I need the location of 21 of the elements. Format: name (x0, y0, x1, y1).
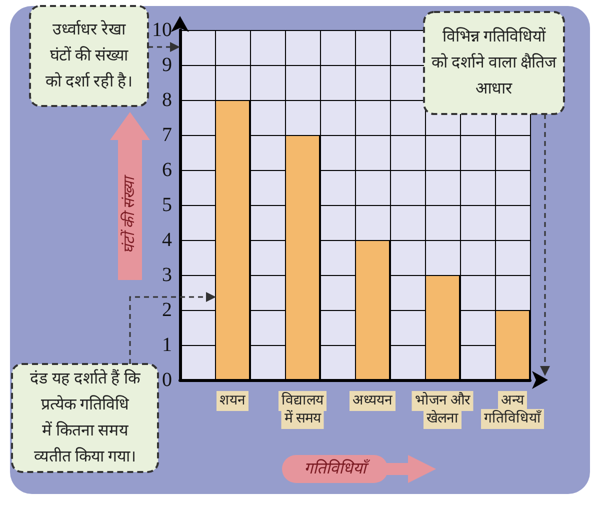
y-tick-label: 0 (162, 369, 172, 391)
y-tick-label: 1 (162, 334, 172, 356)
x-tick-label: विद्यालय में समय (282, 392, 324, 426)
y-tick-label: 9 (162, 54, 172, 76)
x-tick-label: भोजन और खेलना (414, 392, 470, 426)
x-axis-title: गतिविधियाँ (304, 458, 371, 478)
y-tick-label: 6 (162, 159, 172, 181)
text: दंड यह दर्शाते हैं कि प्रत्येक गतिविधि में कितना समय व्यतीत किया गया। (30, 368, 141, 466)
y-tick-label: 3 (162, 264, 172, 286)
x-tick-label: अध्ययन (352, 394, 392, 408)
y-axis-title: घंटों की संख्या (120, 174, 138, 254)
annotation: विभिन्न गतिविधियों को दर्शाने वाला क्षैतिज आधार (432, 26, 558, 98)
y-tick-label: 5 (162, 194, 172, 216)
y-tick-label: 2 (162, 299, 172, 321)
x-tick-label: अन्य गतिविधियाँ (484, 394, 542, 426)
x-tick-label: शयन (220, 394, 246, 408)
y-tick-label: 4 (162, 229, 172, 251)
y-tick-label: 10 (152, 19, 172, 41)
text: उर्ध्वाधर रेखा घंटों की संख्या को दर्शा रही है। (46, 20, 132, 90)
y-tick-label: 8 (162, 89, 172, 111)
y-tick-label: 7 (162, 124, 172, 146)
